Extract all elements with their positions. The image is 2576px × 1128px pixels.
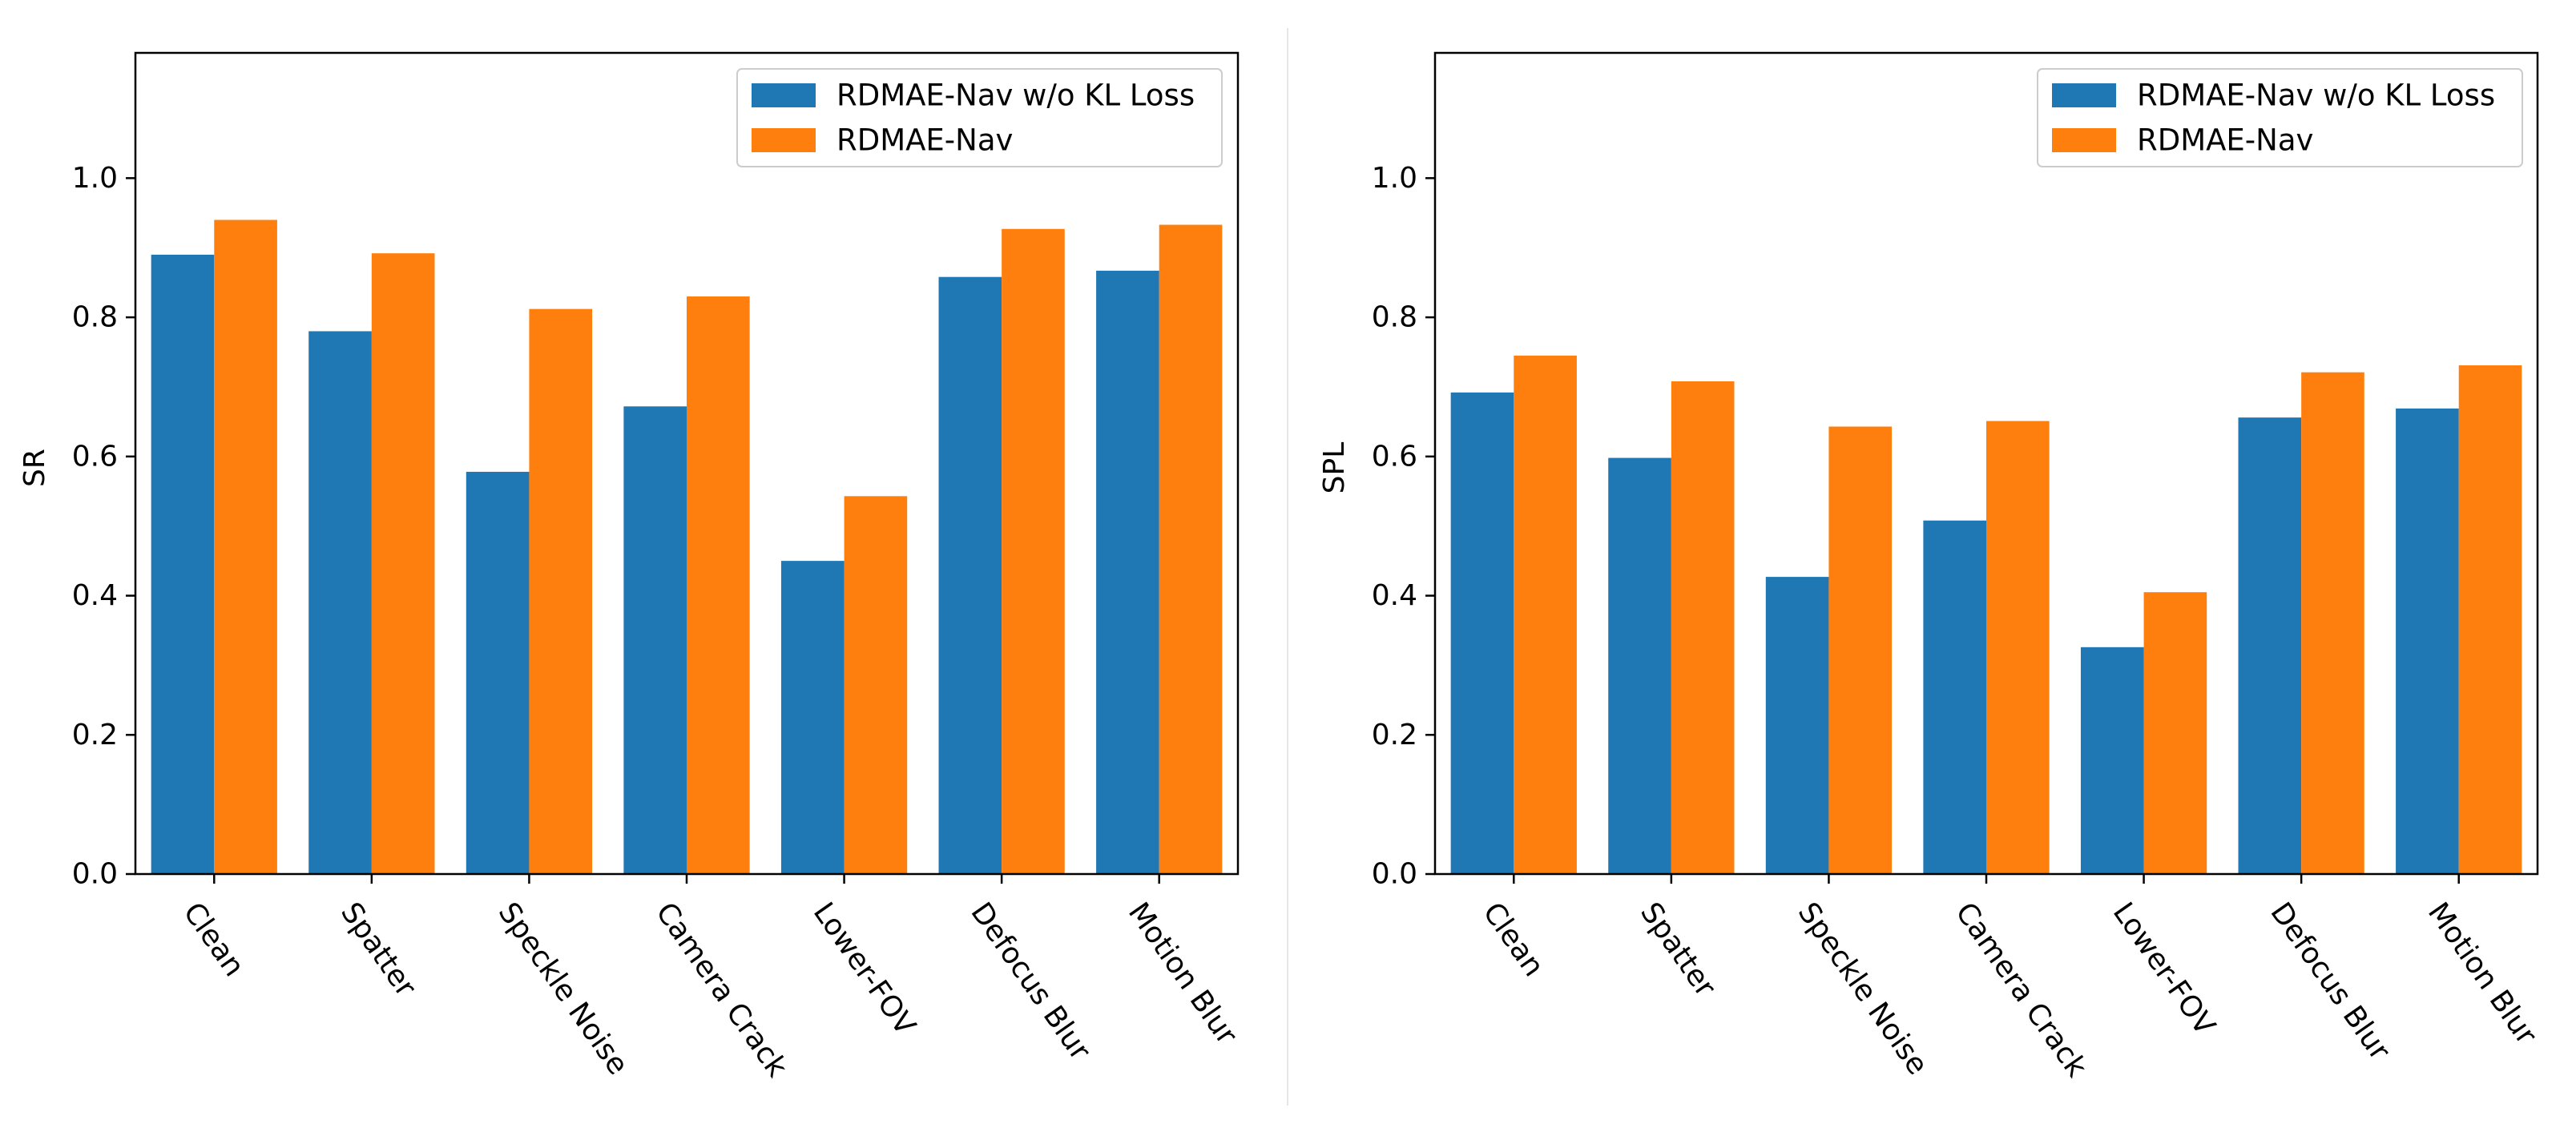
sr-bar-without-kl-0 [151, 254, 215, 875]
sr-legend-label-1: RDMAE-Nav [836, 123, 1013, 158]
spl-bar-with-kl-1 [1671, 381, 1735, 874]
spl-bar-with-kl-0 [1514, 355, 1577, 874]
sr-x-tick-label-5: Defocus Blur [964, 896, 1096, 1066]
sr-legend-swatch-1 [752, 128, 816, 152]
spl-legend-swatch-1 [2052, 128, 2116, 152]
spl-y-tick-label-1: 0.2 [1372, 719, 1417, 751]
spl-y-tick-label-5: 1.0 [1372, 162, 1417, 195]
sr-y-tick-label-0: 0.0 [72, 858, 118, 891]
spl-x-tick-label-5: Defocus Blur [2264, 896, 2396, 1066]
sr-chart: SR 0.0 0.2 0.4 0.6 0.8 1.0 Clean Spatter Speckle… [18, 51, 1244, 1083]
spl-bar-with-kl-6 [2458, 365, 2522, 874]
spl-x-tick-label-1: Spatter [1634, 896, 1722, 1003]
sr-y-tick-label-2: 0.4 [72, 579, 118, 612]
spl-x-tick-label-0: Clean [1476, 896, 1550, 982]
sr-y-tick-label-3: 0.6 [72, 440, 118, 473]
sr-legend-label-0: RDMAE-Nav w/o KL Loss [836, 79, 1195, 113]
spl-y-tick-label-3: 0.6 [1372, 440, 1417, 473]
sr-bar-without-kl-5 [938, 276, 1002, 875]
sr-x-tick-label-0: Clean [176, 896, 250, 982]
spl-bar-without-kl-1 [1608, 457, 1671, 874]
spl-legend-swatch-0 [2052, 83, 2116, 107]
sr-bar-without-kl-6 [1096, 270, 1159, 874]
spl-bar-without-kl-4 [2080, 647, 2144, 874]
spl-bar-with-kl-5 [2301, 372, 2364, 874]
sr-y-tick-label-1: 0.2 [72, 719, 118, 751]
spl-bar-with-kl-4 [2143, 592, 2207, 874]
sr-x-tick-label-3: Camera Crack [649, 896, 793, 1083]
spl-bar-without-kl-2 [1765, 577, 1829, 874]
sr-bar-without-kl-1 [308, 331, 372, 874]
sr-bar-with-kl-1 [371, 253, 435, 874]
spl-bar-without-kl-6 [2396, 408, 2459, 875]
spl-legend-box [2037, 68, 2523, 167]
sr-x-tick-label-1: Spatter [334, 896, 422, 1003]
sr-bar-with-kl-6 [1159, 224, 1223, 875]
spl-x-tick-label-6: Motion Blur [2421, 896, 2543, 1050]
sr-x-tick-label-2: Speckle Noise [492, 896, 635, 1081]
spl-x-tick-label-3: Camera Crack [1949, 896, 2093, 1083]
sr-bar-without-kl-3 [623, 406, 687, 874]
spl-bar-without-kl-0 [1450, 392, 1514, 874]
sr-y-axis-label: SR [18, 449, 51, 487]
spl-bar-without-kl-3 [1923, 520, 1986, 874]
sr-bar-with-kl-4 [844, 496, 908, 874]
sr-bar-with-kl-2 [529, 308, 593, 874]
sr-bar-with-kl-5 [1002, 228, 1065, 874]
sr-y-tick-label-4: 0.8 [72, 301, 118, 334]
sr-bar-without-kl-2 [466, 471, 530, 874]
sr-bar-without-kl-4 [780, 561, 845, 874]
spl-y-axis-label: SPL [1318, 442, 1351, 494]
spl-legend-label-0: RDMAE-Nav w/o KL Loss [2137, 79, 2495, 113]
spl-y-tick-label-0: 0.0 [1372, 858, 1417, 891]
spl-y-tick-label-2: 0.4 [1372, 579, 1417, 612]
spl-bar-with-kl-2 [1828, 426, 1893, 874]
spl-bar-with-kl-3 [1986, 421, 2050, 874]
sr-bar-with-kl-0 [214, 220, 277, 874]
spl-y-tick-label-4: 0.8 [1372, 301, 1417, 334]
sr-x-tick-label-4: Lower-FOV [807, 896, 922, 1041]
spl-x-tick-label-4: Lower-FOV [2106, 896, 2222, 1041]
spl-chart: SPL 0.0 0.2 0.4 0.6 0.8 1.0 Clean Spatter Speckl… [1318, 51, 2543, 1083]
sr-legend-box [736, 68, 1223, 167]
sr-x-tick-label-6: Motion Blur [1122, 896, 1244, 1050]
sr-legend-swatch-0 [752, 83, 816, 107]
spl-bar-without-kl-5 [2238, 417, 2302, 874]
spl-legend-label-1: RDMAE-Nav [2137, 123, 2313, 158]
sr-bar-with-kl-3 [687, 296, 750, 875]
spl-x-tick-label-2: Speckle Noise [1792, 896, 1934, 1081]
sr-y-tick-label-5: 1.0 [72, 162, 118, 195]
